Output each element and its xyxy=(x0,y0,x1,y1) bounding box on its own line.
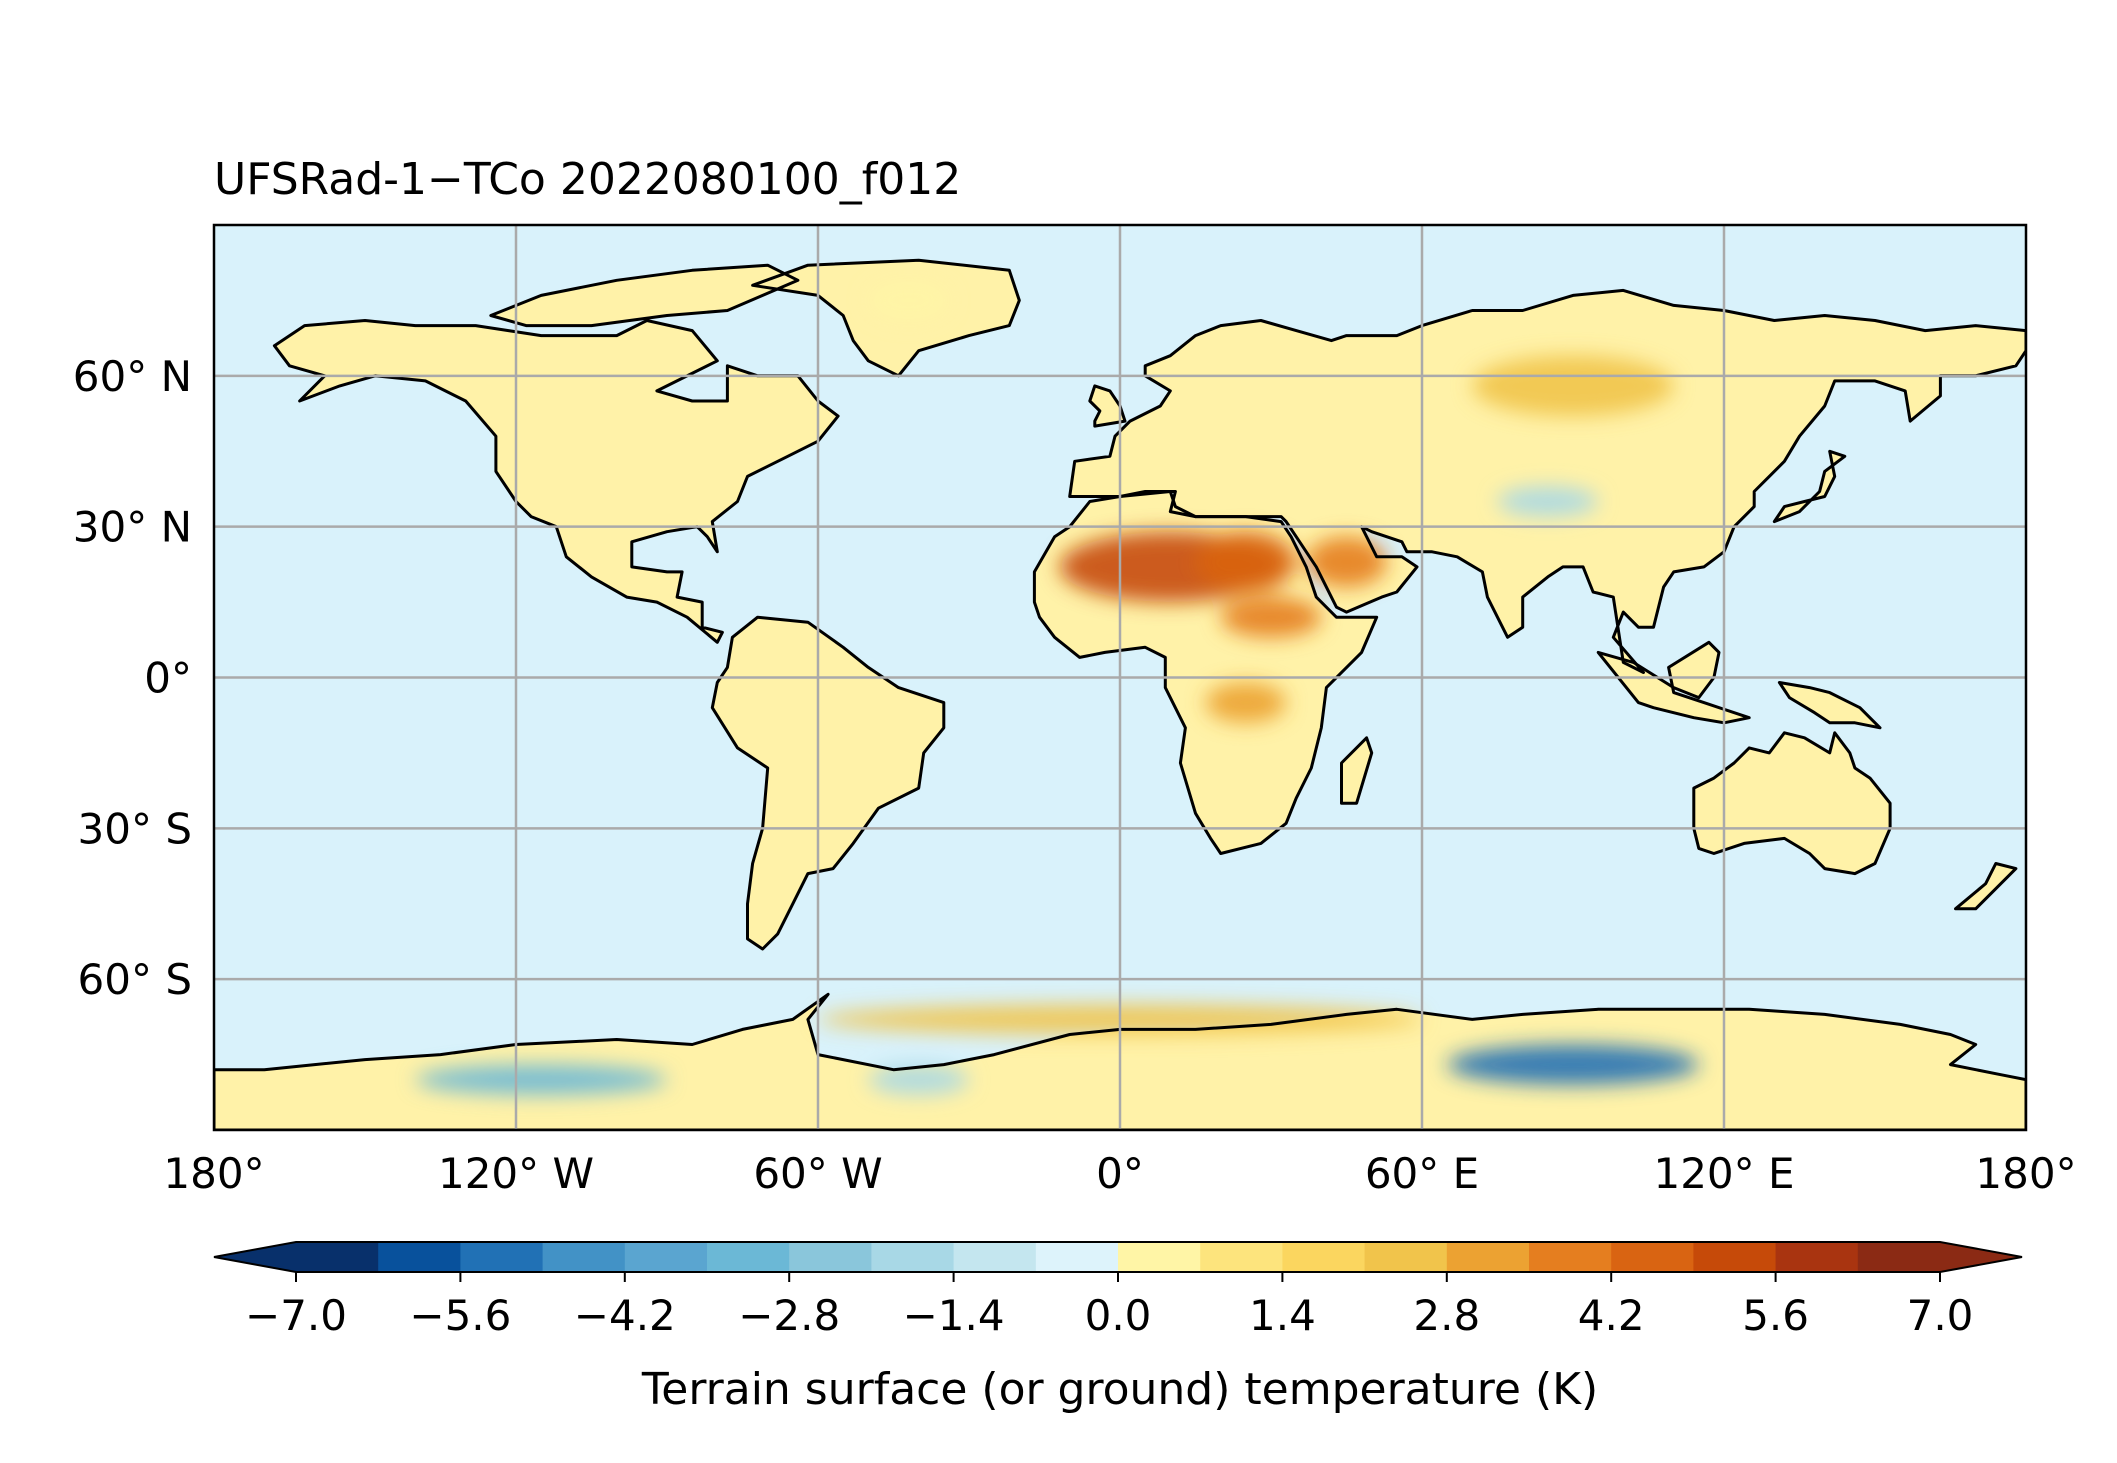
colorbar-swatch xyxy=(1529,1242,1612,1272)
colorbar-swatch xyxy=(1282,1242,1366,1272)
lat-tick-label: 30° S xyxy=(78,804,192,853)
plot-area xyxy=(214,225,2026,1130)
land-madagascar xyxy=(1341,737,1372,804)
colorbar-tick-label: 7.0 xyxy=(1907,1291,1974,1340)
coastline-new-guinea xyxy=(1777,681,1882,730)
colorbar: −7.0 −5.6 −4.2 −2.8 −1.4 0.0 1.4 2.8 4.2 5.6 7.0 T… xyxy=(213,1241,2023,1415)
colorbar-swatch xyxy=(953,1242,1037,1272)
colorbar-tick-label: −7.0 xyxy=(245,1291,347,1340)
anomaly-feature-2 xyxy=(1306,536,1387,587)
colorbar-label: Terrain surface (or ground) temperature … xyxy=(641,1364,1598,1415)
lon-tick-label: 180° xyxy=(163,1149,264,1198)
colorbar-swatch xyxy=(296,1242,379,1272)
colorbar-swatch xyxy=(1118,1242,1201,1272)
coastline-antarctica xyxy=(214,992,2026,1130)
colorbar-over-arrow xyxy=(1940,1242,2022,1272)
colorbar-tick-label: 5.6 xyxy=(1742,1291,1809,1340)
anomaly-feature-3 xyxy=(1220,597,1322,638)
lon-tick-label: 120° E xyxy=(1653,1149,1794,1198)
colorbar-swatches xyxy=(213,1241,2023,1273)
anomaly-feature-9 xyxy=(868,1064,970,1095)
colorbar-swatch xyxy=(1775,1242,1859,1272)
coastline-australia xyxy=(1692,731,1892,876)
lon-tick-label: 180° xyxy=(1975,1149,2076,1198)
coastline-new-zealand xyxy=(1954,862,2018,911)
plot-frame xyxy=(212,223,2028,1132)
colorbar-swatch xyxy=(624,1242,708,1272)
lon-tick-label: 0° xyxy=(1096,1149,1144,1198)
anomaly-feature-7 xyxy=(1447,1044,1699,1085)
colorbar-tick-label: −2.8 xyxy=(738,1291,840,1340)
anomaly-feature-8 xyxy=(415,1064,667,1095)
coastline-canadian-arctic xyxy=(489,263,800,328)
map-title: UFSRad-1−TCo 2022080100_f012 xyxy=(214,154,961,205)
coastline-africa xyxy=(1032,490,1379,855)
land-borneo-indonesia xyxy=(1598,642,1750,723)
lat-tick-label: 30° N xyxy=(73,503,192,552)
colorbar-swatch xyxy=(1611,1242,1694,1272)
anomaly-feature-1 xyxy=(1195,531,1297,593)
land-eurasia xyxy=(1069,290,2026,673)
coastline-uk xyxy=(1088,384,1127,428)
colorbar-swatch xyxy=(1693,1242,1777,1272)
land-greenland xyxy=(752,260,1020,376)
colorbar-tick-label: −1.4 xyxy=(903,1291,1005,1340)
colorbar-swatch xyxy=(1364,1242,1448,1272)
lat-tick-label: 60° N xyxy=(73,352,192,401)
coastline-japan xyxy=(1772,449,1847,524)
longitude-tick-labels: 180° 120° W 60° W 0° 60° E 120° E 180° xyxy=(163,1149,2076,1198)
colorbar-tick-label: 4.2 xyxy=(1578,1291,1645,1340)
coastline-eurasia xyxy=(1068,288,2026,674)
anomaly-feature-6 xyxy=(1497,486,1599,517)
colorbar-under-arrow xyxy=(214,1242,296,1272)
colorbar-tick-label: −5.6 xyxy=(409,1291,511,1340)
colorbar-swatch xyxy=(1035,1242,1119,1272)
coastline-south-america xyxy=(710,615,946,951)
coastlines xyxy=(214,258,2026,1130)
coastline-greenland xyxy=(751,258,1021,378)
colorbar-swatch xyxy=(1446,1242,1530,1272)
colorbar-tick-label: 2.8 xyxy=(1413,1291,1480,1340)
colorbar-swatch xyxy=(1200,1242,1283,1272)
coastline-madagascar xyxy=(1340,736,1374,805)
colorbar-swatch xyxy=(378,1242,461,1272)
colorbar-tick-label: 1.4 xyxy=(1249,1291,1316,1340)
colorbar-tick-label: −4.2 xyxy=(574,1291,676,1340)
colorbar-swatch xyxy=(542,1242,626,1272)
anomaly-feature-4 xyxy=(1205,682,1287,723)
anomaly-feature-11 xyxy=(868,280,949,321)
lon-tick-label: 60° E xyxy=(1365,1149,1479,1198)
lat-tick-label: 0° xyxy=(144,654,192,703)
land-south-america xyxy=(712,617,944,949)
land-new-guinea xyxy=(1779,682,1880,728)
anomaly-feature-5 xyxy=(1472,355,1674,417)
coastline-borneo-indonesia xyxy=(1596,640,1751,725)
lon-tick-label: 60° W xyxy=(753,1149,882,1198)
colorbar-swatch xyxy=(707,1242,790,1272)
land-north-america xyxy=(274,320,839,643)
latitude-tick-labels: 60° N 30° N 0° 30° S 60° S xyxy=(73,352,192,1004)
land-australia xyxy=(1693,732,1891,874)
colorbar-swatch xyxy=(1857,1242,1941,1272)
gridlines xyxy=(214,225,2026,1130)
colorbar-tick-label: 0.0 xyxy=(1085,1291,1152,1340)
land-masses xyxy=(214,260,2026,1130)
coastline-north-america xyxy=(272,319,840,644)
colorbar-swatch xyxy=(789,1242,872,1272)
colorbar-ticks: −7.0 −5.6 −4.2 −2.8 −1.4 0.0 1.4 2.8 4.2 5.6 7.0 xyxy=(245,1272,1973,1340)
lon-tick-label: 120° W xyxy=(438,1149,594,1198)
colorbar-swatch xyxy=(871,1242,955,1272)
colorbar-swatch xyxy=(460,1242,544,1272)
land-japan xyxy=(1774,451,1845,522)
lat-tick-label: 60° S xyxy=(78,955,192,1004)
